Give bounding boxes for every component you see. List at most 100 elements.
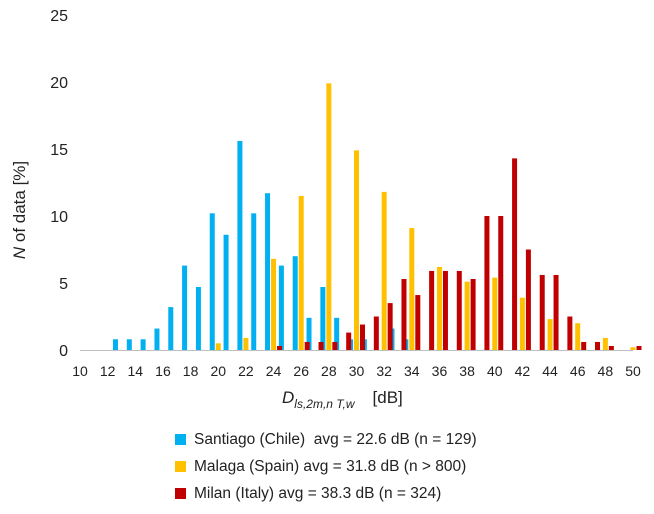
bar-malaga (630, 347, 636, 350)
chart-legend: Santiago (Chile) avg = 22.6 dB (n = 129)… (175, 426, 477, 507)
x-tick-label: 26 (293, 363, 309, 379)
bar-milan (470, 278, 476, 350)
bar-malaga (575, 323, 581, 350)
bar-santiago (237, 140, 243, 350)
x-tick-label: 10 (72, 363, 88, 379)
y-tick-label: 15 (50, 142, 68, 159)
bar-milan (456, 270, 462, 350)
bar-malaga (381, 191, 387, 350)
x-tick-label: 28 (321, 363, 337, 379)
x-tick-label: 14 (128, 363, 144, 379)
y-axis-label: N of data [%] (10, 161, 30, 259)
x-tick-label: 38 (459, 363, 475, 379)
legend-item-milan: Milan (Italy) avg = 38.3 dB (n = 324) (175, 480, 477, 507)
bar-santiago (112, 339, 118, 350)
bar-santiago (306, 317, 312, 350)
x-tick-label: 50 (625, 363, 641, 379)
x-tick-label: 24 (266, 363, 282, 379)
bar-milan (415, 295, 421, 350)
y-tick-label: 25 (50, 8, 68, 25)
bar-malaga (354, 150, 359, 350)
bar-malaga (409, 228, 415, 350)
y-axis-label-text: of data [%] (10, 160, 29, 247)
bar-santiago (168, 307, 174, 350)
bar-malaga (492, 277, 498, 350)
bar-malaga (547, 319, 553, 350)
bar-milan (304, 341, 310, 350)
bar-malaga (436, 266, 442, 350)
bar-santiago (292, 256, 298, 350)
bar-milan (332, 341, 338, 350)
bar-milan (553, 274, 559, 350)
bar-milan (387, 303, 393, 350)
legend-swatch-malaga (175, 461, 186, 472)
bar-milan (581, 341, 587, 350)
x-tick-label: 22 (238, 363, 254, 379)
y-tick-label: 0 (59, 343, 68, 360)
legend-label-santiago: Santiago (Chile) avg = 22.6 dB (n = 129) (194, 430, 477, 448)
legend-item-malaga: Malaga (Spain) avg = 31.8 dB (n > 800) (175, 453, 477, 480)
bar-milan (525, 249, 531, 350)
x-tick-label: 40 (487, 363, 503, 379)
bar-milan (567, 316, 573, 350)
bar-malaga (298, 195, 304, 350)
bar-santiago (223, 234, 229, 350)
x-tick-label: 48 (598, 363, 614, 379)
x-axis-subscript: ls,2m,n T,w (294, 397, 355, 411)
x-axis-unit: [dB] (372, 388, 403, 407)
legend-label-malaga: Malaga (Spain) avg = 31.8 dB (n > 800) (194, 457, 467, 475)
x-axis-label: Dls,2m,n T,w [dB] (282, 388, 403, 411)
bar-milan (360, 324, 365, 350)
bar-milan (608, 345, 614, 350)
bar-milan (373, 316, 379, 350)
x-tick-label: 36 (432, 363, 448, 379)
legend-swatch-milan (175, 488, 186, 499)
bar-milan (498, 216, 504, 350)
x-tick-label: 16 (155, 363, 171, 379)
bar-santiago (251, 213, 257, 350)
x-tick-label: 30 (349, 363, 365, 379)
bar-santiago (320, 287, 326, 350)
x-tick-label: 20 (210, 363, 226, 379)
bar-milan (636, 345, 642, 350)
bar-santiago (154, 328, 160, 350)
x-tick-label: 44 (542, 363, 558, 379)
x-tick-label: 12 (100, 363, 116, 379)
bar-santiago (265, 193, 271, 350)
bar-milan (401, 278, 407, 350)
bar-santiago (195, 287, 201, 350)
bar-milan (512, 158, 518, 350)
y-tick-label: 10 (50, 209, 68, 226)
bar-santiago (140, 339, 146, 350)
legend-item-santiago: Santiago (Chile) avg = 22.6 dB (n = 129) (175, 426, 477, 453)
y-tick-label: 5 (59, 276, 68, 293)
bar-malaga (271, 258, 277, 350)
bar-milan (429, 270, 435, 350)
x-tick-label: 34 (404, 363, 420, 379)
bar-milan (539, 274, 545, 350)
x-tick-label: 18 (183, 363, 199, 379)
legend-label-milan: Milan (Italy) avg = 38.3 dB (n = 324) (194, 484, 442, 502)
y-tick-label: 20 (50, 75, 68, 92)
bar-santiago (278, 265, 284, 350)
bar-milan (442, 270, 448, 350)
bar-milan (346, 332, 352, 350)
x-axis-symbol: D (282, 388, 295, 407)
bar-santiago (334, 317, 340, 350)
bar-malaga (243, 337, 249, 350)
y-axis-symbol: N (10, 246, 29, 260)
bar-malaga (602, 337, 608, 350)
bar-malaga (326, 83, 332, 350)
bar-santiago (126, 339, 132, 350)
bar-malaga (519, 297, 525, 350)
x-tick-label: 42 (515, 363, 531, 379)
legend-swatch-santiago (175, 434, 186, 445)
x-tick-label: 46 (570, 363, 586, 379)
bar-milan (277, 345, 283, 350)
bar-malaga (464, 281, 470, 350)
bar-malaga (215, 343, 221, 350)
bar-milan (595, 341, 601, 350)
bar-milan (484, 216, 490, 350)
